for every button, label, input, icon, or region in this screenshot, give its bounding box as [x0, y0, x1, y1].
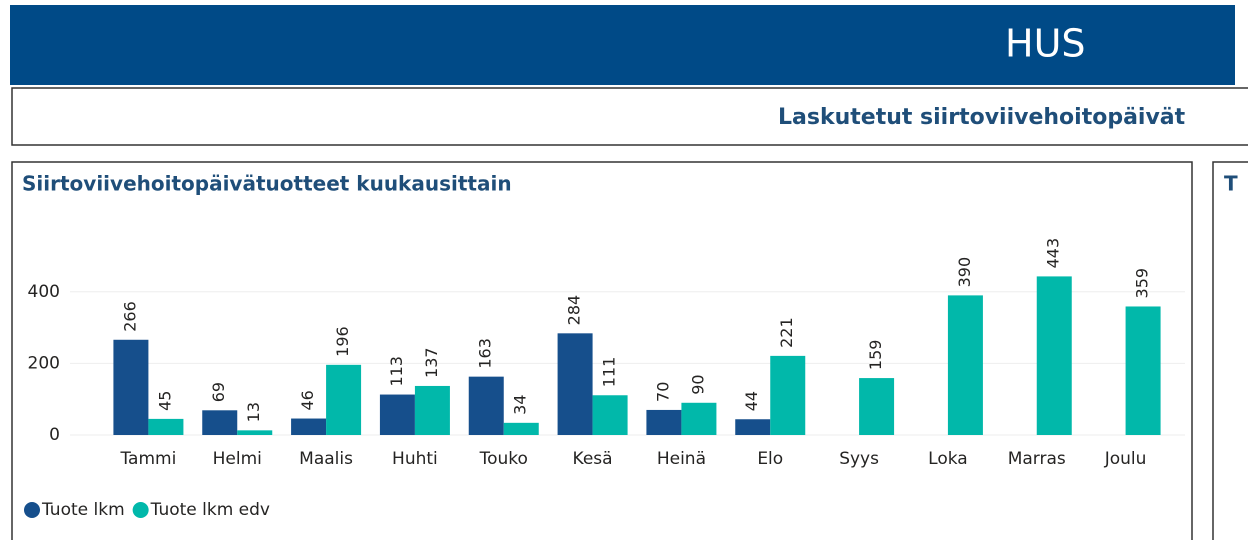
data-label: 69 [209, 382, 228, 402]
chart-title: Siirtoviivehoitopäivätuotteet kuukausitt… [22, 172, 512, 196]
x-tick-label: Heinä [657, 449, 706, 469]
data-label: 70 [653, 382, 672, 402]
bar [379, 394, 415, 435]
data-label: 284 [565, 295, 584, 326]
data-label: 443 [1044, 238, 1063, 269]
x-tick-label: Huhti [392, 449, 438, 469]
data-label: 90 [688, 374, 707, 394]
bar [468, 376, 504, 435]
bar [113, 339, 149, 435]
data-label: 113 [387, 356, 406, 387]
bar [237, 430, 273, 435]
bar [947, 295, 983, 435]
banner [11, 87, 1248, 146]
x-tick-label: Loka [928, 449, 968, 469]
x-tick-label: Joulu [1104, 449, 1147, 469]
bar [646, 409, 682, 435]
bar [503, 422, 539, 435]
legend-label: Tuote lkm [41, 500, 125, 520]
bar [557, 333, 593, 435]
x-tick-label: Maalis [299, 449, 353, 469]
bar [1125, 306, 1161, 435]
legend-label: Tuote lkm edv [150, 500, 270, 520]
x-tick-label: Syys [839, 449, 879, 469]
x-tick-label: Touko [479, 449, 528, 469]
x-tick-label: Marras [1008, 449, 1066, 469]
data-label: 45 [155, 391, 174, 411]
chart-panel [11, 161, 1193, 540]
data-label: 196 [333, 326, 352, 357]
x-tick-label: Kesä [573, 449, 613, 469]
bar [1036, 276, 1072, 435]
data-label: 221 [777, 317, 796, 348]
bar [770, 355, 806, 435]
data-label: 159 [866, 340, 885, 371]
bar [291, 418, 327, 435]
y-tick-label: 0 [49, 425, 60, 445]
bar [202, 410, 238, 435]
bar [735, 419, 771, 435]
data-label: 266 [120, 301, 139, 332]
bar [148, 418, 184, 435]
y-tick-label: 400 [28, 282, 60, 302]
bar [592, 395, 628, 435]
bar [681, 402, 717, 435]
data-label: 111 [600, 357, 619, 388]
bar [326, 364, 362, 435]
data-label: 137 [422, 347, 441, 378]
x-tick-label: Helmi [213, 449, 262, 469]
banner-title: Laskutetut siirtoviivehoitopäivät [778, 105, 1186, 130]
data-label: 359 [1133, 268, 1152, 299]
data-label: 163 [476, 338, 495, 369]
bar [859, 378, 895, 435]
header-bar [10, 5, 1235, 85]
data-label: 13 [244, 402, 263, 422]
y-tick-label: 200 [28, 353, 60, 373]
x-tick-label: Tammi [119, 449, 176, 469]
data-label: 44 [742, 391, 761, 411]
bar [414, 385, 450, 435]
right-panel [1212, 161, 1248, 540]
right-panel-title: T [1224, 172, 1238, 196]
data-label: 34 [511, 394, 530, 414]
data-label: 46 [298, 390, 317, 410]
x-tick-label: Elo [757, 449, 783, 469]
legend-swatch [24, 502, 40, 518]
header-title: HUS [1005, 22, 1086, 66]
legend-swatch [132, 502, 149, 518]
data-label: 390 [955, 257, 974, 288]
